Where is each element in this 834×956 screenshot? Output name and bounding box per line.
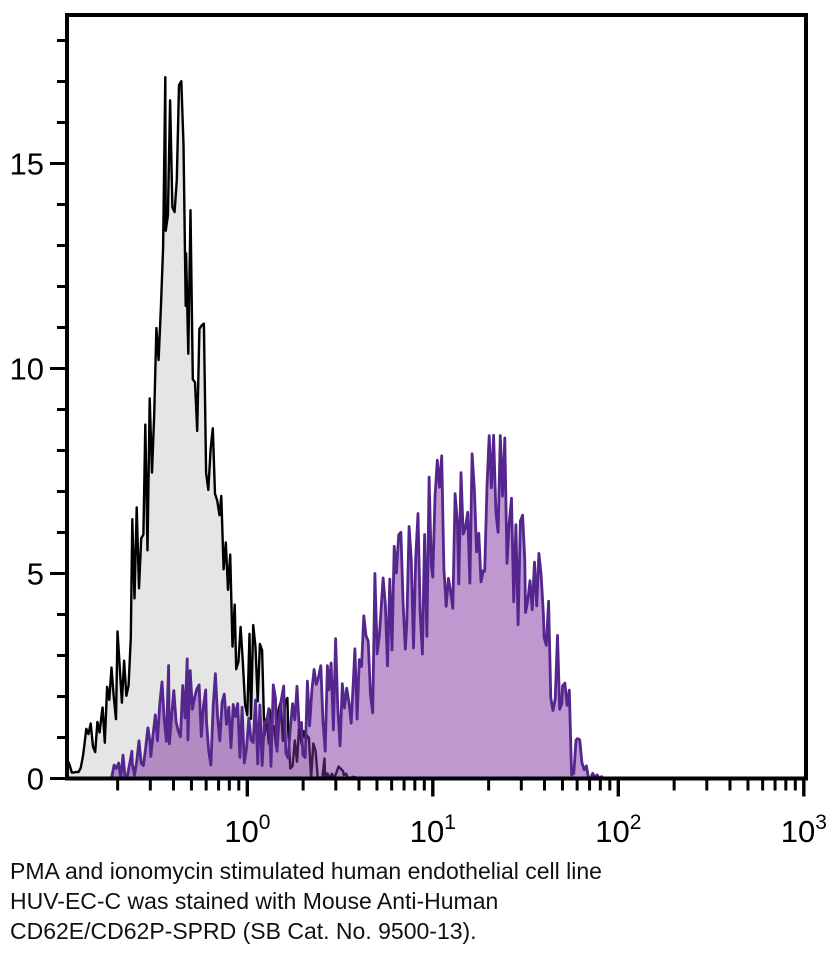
figure-caption: PMA and ionomycin stimulated human endot… <box>10 856 820 946</box>
plot-border <box>65 13 808 781</box>
y-axis-tick-labels: 0 5 10 15 <box>10 147 44 797</box>
caption-line: CD62E/CD62P-SPRD (SB Cat. No. 9500-13). <box>10 918 477 944</box>
y-tick-label: 10 <box>10 352 44 387</box>
y-tick-label: 5 <box>27 557 44 592</box>
x-tick-label: 103 <box>781 811 827 849</box>
histogram-cd62e-cd62p-sprd-stained <box>110 433 605 780</box>
plot-border-group <box>65 13 808 781</box>
y-axis-ticks <box>50 39 67 780</box>
y-tick-label: 15 <box>10 147 44 182</box>
x-axis-ticks <box>116 779 806 797</box>
x-tick-label: 102 <box>595 811 641 849</box>
caption-line: HUV-EC-C was stained with Mouse Anti-Hum… <box>10 888 499 914</box>
caption-line: PMA and ionomycin stimulated human endot… <box>10 858 602 884</box>
x-axis-tick-labels: 100 101 102 103 <box>224 811 827 849</box>
histogram-series-group <box>66 76 605 780</box>
y-tick-label: 0 <box>27 762 44 797</box>
x-tick-label: 101 <box>410 811 456 849</box>
flow-histogram-chart: 0 5 10 15 100 101 102 103 <box>10 13 827 849</box>
x-tick-label: 100 <box>224 811 270 849</box>
